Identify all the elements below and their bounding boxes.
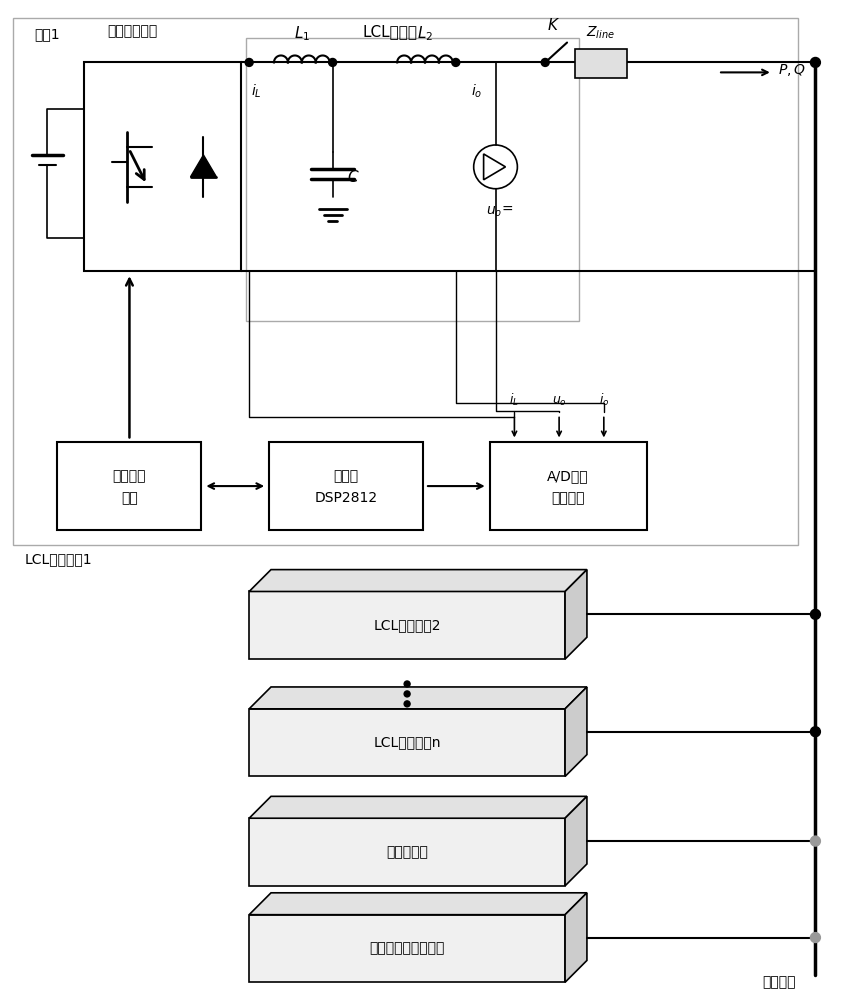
Bar bbox=[269, 442, 423, 530]
Text: LCL型变流全2: LCL型变流全2 bbox=[374, 618, 441, 632]
Text: $Z_{line}$: $Z_{line}$ bbox=[587, 24, 616, 41]
Text: $L_2$: $L_2$ bbox=[417, 24, 433, 43]
Text: 高渗透的非线性负荷: 高渗透的非线性负荷 bbox=[369, 941, 445, 955]
Bar bbox=[249, 709, 565, 776]
Circle shape bbox=[811, 836, 820, 846]
Text: =: = bbox=[502, 203, 513, 217]
Text: 电路: 电路 bbox=[121, 491, 138, 505]
Text: $i_L$: $i_L$ bbox=[509, 391, 520, 408]
Bar bbox=[84, 62, 241, 271]
Text: DSP2812: DSP2812 bbox=[314, 491, 378, 505]
Circle shape bbox=[404, 681, 410, 687]
Circle shape bbox=[811, 727, 820, 737]
Circle shape bbox=[811, 57, 820, 67]
Circle shape bbox=[245, 58, 253, 66]
Text: A/D采样: A/D采样 bbox=[548, 469, 589, 483]
Circle shape bbox=[452, 58, 460, 66]
Text: 微源1: 微源1 bbox=[35, 28, 60, 42]
Polygon shape bbox=[249, 570, 587, 591]
Text: $L_1$: $L_1$ bbox=[294, 24, 310, 43]
Text: 交流母线: 交流母线 bbox=[762, 975, 796, 989]
Polygon shape bbox=[190, 155, 216, 177]
Text: LCL型变流全1: LCL型变流全1 bbox=[25, 552, 93, 566]
Bar bbox=[490, 442, 647, 530]
Text: 控制器: 控制器 bbox=[334, 469, 358, 483]
Circle shape bbox=[329, 58, 336, 66]
Bar bbox=[249, 818, 565, 886]
Text: $i_L$: $i_L$ bbox=[251, 82, 261, 100]
Text: LCL滤波器: LCL滤波器 bbox=[363, 25, 418, 40]
Text: $C$: $C$ bbox=[346, 169, 359, 185]
Polygon shape bbox=[565, 570, 587, 659]
Polygon shape bbox=[249, 893, 587, 915]
Bar bbox=[246, 38, 579, 321]
Circle shape bbox=[811, 933, 820, 943]
Text: $u_o$: $u_o$ bbox=[552, 394, 566, 408]
Text: LCL型变流器n: LCL型变流器n bbox=[374, 736, 441, 750]
Circle shape bbox=[404, 701, 410, 707]
Text: $i_o$: $i_o$ bbox=[599, 391, 609, 408]
Text: 全桥逆变电路: 全桥逆变电路 bbox=[107, 25, 157, 39]
Bar bbox=[575, 49, 627, 78]
Bar bbox=[249, 591, 565, 659]
Text: 调理电路: 调理电路 bbox=[551, 491, 585, 505]
Polygon shape bbox=[565, 796, 587, 886]
Polygon shape bbox=[249, 687, 587, 709]
Circle shape bbox=[404, 691, 410, 697]
Text: $u_o$: $u_o$ bbox=[486, 205, 502, 219]
Text: 驱动保护: 驱动保护 bbox=[113, 469, 146, 483]
Polygon shape bbox=[565, 687, 587, 776]
Text: $P,Q$: $P,Q$ bbox=[778, 62, 806, 78]
Text: 阻感性负荷: 阻感性负荷 bbox=[386, 845, 428, 859]
Polygon shape bbox=[249, 796, 587, 818]
Bar bbox=[58, 442, 201, 530]
Bar bbox=[13, 18, 797, 545]
Text: $K$: $K$ bbox=[548, 17, 560, 33]
Text: $i_o$: $i_o$ bbox=[470, 82, 482, 100]
Polygon shape bbox=[565, 893, 587, 982]
Bar bbox=[249, 915, 565, 982]
Circle shape bbox=[541, 58, 549, 66]
Circle shape bbox=[811, 609, 820, 619]
